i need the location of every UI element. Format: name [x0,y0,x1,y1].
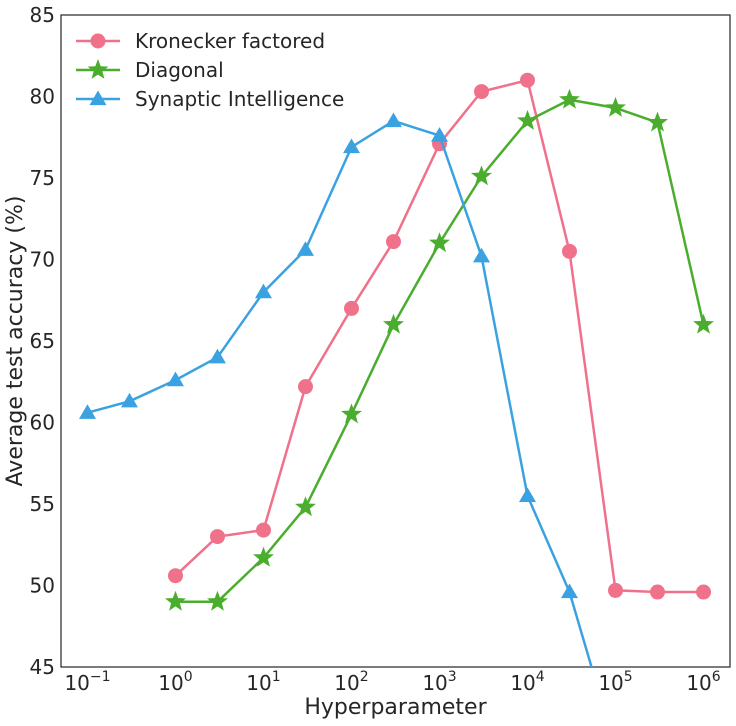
data-point [342,138,360,154]
x-tick-label: 105 [598,669,632,695]
data-point [207,590,228,611]
data-point [560,583,578,599]
data-point [473,84,489,100]
data-point [78,404,96,419]
legend-marker [87,59,109,79]
data-point [295,496,316,517]
data-point [608,582,624,598]
x-axis-label: Hyperparameter [304,695,487,720]
data-point [431,127,449,142]
legend-marker [90,33,106,49]
data-point [165,590,186,611]
data-point [647,111,668,132]
series-circle [167,72,712,600]
series-triangle [78,112,593,667]
legend-label: Synaptic Intelligence [135,87,344,111]
y-tick-label: 80 [30,85,55,109]
x-tick-label: 101 [246,669,280,695]
data-point [605,96,626,117]
y-tick-label: 60 [30,411,55,435]
data-point [254,283,272,299]
data-point [253,546,274,567]
y-tick-label: 50 [30,574,55,598]
data-point [296,241,314,256]
data-point [343,300,359,316]
data-point [471,165,492,186]
legend: Kronecker factored Diagonal Synaptic Intel… [76,29,344,111]
data-point [255,522,271,538]
data-point [696,584,712,600]
data-point [385,234,401,250]
data-point [429,232,450,253]
y-axis: 45 50 55 60 65 70 75 80 85 [30,3,55,679]
legend-label: Diagonal [135,58,224,82]
data-point [209,529,225,545]
x-tick-label: 100 [158,669,192,695]
data-point [559,88,580,109]
x-tick-label: 102 [334,669,368,695]
data-point [384,112,402,128]
data-point [383,313,404,334]
series-star [165,88,714,611]
y-tick-label: 75 [30,166,55,190]
data-point [167,568,183,584]
data-point [208,348,226,364]
y-tick-label: 85 [30,3,55,27]
data-point [519,487,537,502]
x-tick-label: 104 [510,669,544,695]
y-axis-label: Average test accuracy (%) [3,196,28,487]
y-tick-label: 45 [30,655,55,679]
data-point [561,243,577,259]
legend-marker [89,90,107,106]
data-point [341,403,362,424]
data-point [517,109,538,130]
data-point [649,584,665,600]
y-tick-label: 55 [30,492,55,516]
data-point [120,392,138,408]
y-tick-label: 65 [30,329,55,353]
data-point [693,313,714,334]
x-axis: 10−1 100 101 102 103 104 105 106 [64,669,720,695]
legend-label: Kronecker factored [135,29,325,53]
data-point [297,379,313,395]
series-layer [78,72,714,667]
data-point [166,371,184,387]
data-point [520,72,536,88]
data-point [472,247,490,263]
x-tick-label: 10−1 [64,669,110,695]
x-tick-label: 106 [686,669,720,695]
x-tick-label: 103 [422,669,456,695]
y-tick-label: 70 [30,248,55,272]
